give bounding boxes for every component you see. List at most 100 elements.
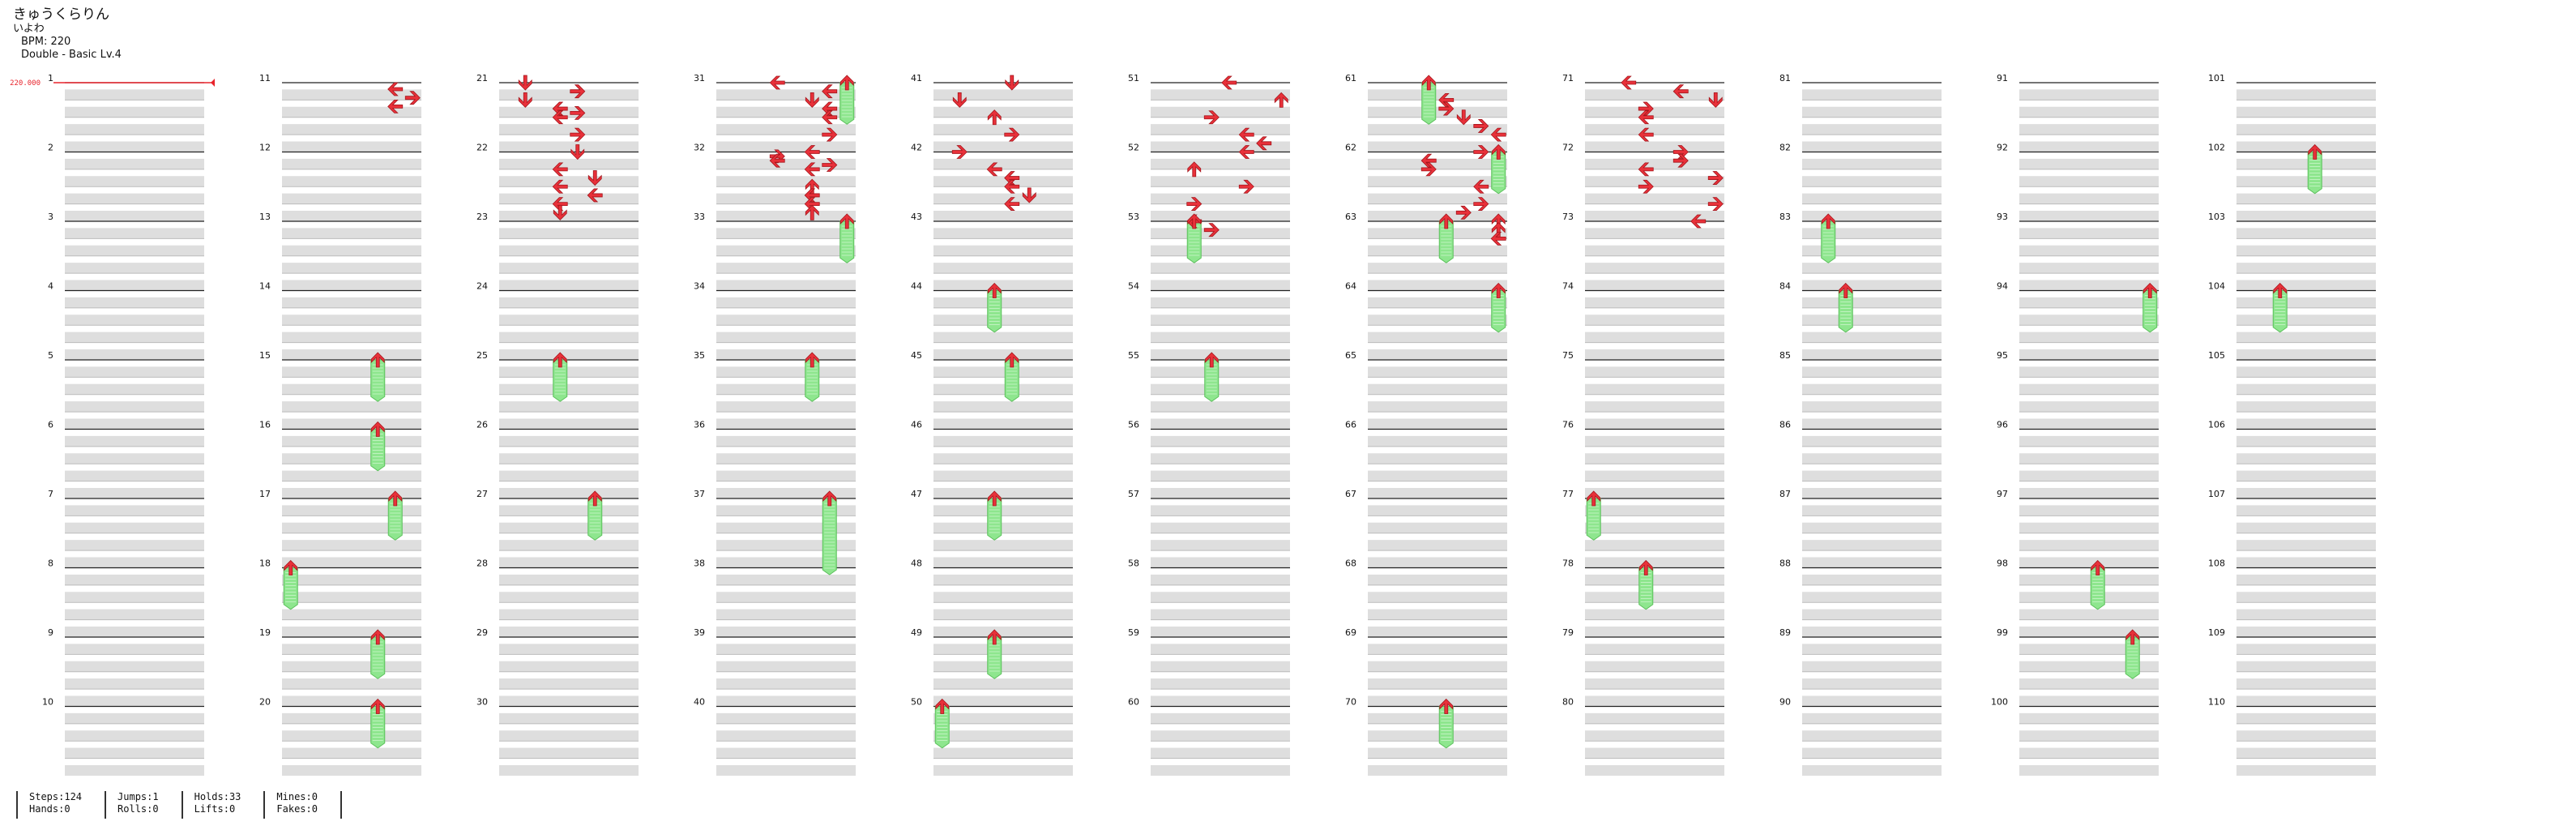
lane-band [2019,141,2159,152]
measure-19: 19 [259,627,421,707]
measure-number: 75 [1562,350,1574,361]
lane-band [933,314,1073,326]
lane-band [65,418,204,430]
measure-2: 2 [48,143,204,221]
arrow-note-l [804,145,820,159]
arrow-note-d [1022,187,1036,203]
measure-86: 86 [1779,420,1942,498]
measure-number: 102 [2208,143,2225,153]
lane-band [1151,141,1290,152]
lane-band [1585,418,1724,430]
lane-band [1802,678,1942,690]
arrow-note-d [952,92,967,108]
lane-band [282,124,421,135]
lane-band [1585,297,1724,308]
lane-band [1368,228,1507,239]
lane-band [65,540,204,551]
arrow-note-l [1221,75,1237,90]
lane-band [499,211,639,221]
arrow-note-d [1456,109,1471,126]
lane-band [2019,228,2159,239]
lane-band [1368,712,1507,724]
lane-band [2236,747,2376,759]
measure-25: 25 [476,350,639,430]
lane-band [1585,661,1724,672]
lane-band [1585,245,1724,256]
lane-band [1585,193,1724,204]
measure-number: 50 [911,697,922,708]
lane-band [933,522,1073,533]
lane-band [1151,644,1290,655]
lane-band [2236,627,2376,637]
stat-mines: Mines:0 [276,791,318,802]
lane-band [2019,435,2159,447]
arrow-note-l [1238,127,1254,142]
lane-band [1802,297,1942,308]
lane-band [2236,695,2376,707]
lane-band [282,540,421,551]
arrow-note-r [1638,179,1654,194]
measure-55: 55 [1128,350,1290,430]
measure-67: 67 [1345,489,1507,568]
lane-band [1368,592,1507,603]
lane-band [282,574,421,585]
measure-12: 12 [259,143,421,221]
lane-band [282,176,421,187]
lane-band [933,366,1073,378]
arrow-note-l [1438,92,1455,107]
lane-band [716,211,856,221]
lane-band [282,158,421,169]
lane-band [1802,574,1942,585]
arrow-note-l [1420,153,1437,168]
lane-band [933,627,1073,637]
measure-number: 67 [1345,489,1356,499]
lane-band [499,488,639,498]
lane-band [933,158,1073,169]
lane-band [716,730,856,742]
lane-band [65,245,204,256]
lane-band [2019,280,2159,291]
lane-band [2019,383,2159,395]
lane-band [1151,89,1290,101]
arrow-note-l [387,99,404,113]
lane-band [65,176,204,187]
lane-band [1585,574,1724,585]
measure-number: 52 [1128,143,1139,153]
lane-band [933,228,1073,239]
bpm-marker-end [211,79,215,87]
arrow-note-l [1490,127,1506,142]
measure-number: 31 [694,73,705,83]
measure-number: 36 [694,420,705,430]
measure-46: 46 [911,420,1073,498]
lane-band [933,747,1073,759]
arrow-note-r [570,127,586,142]
measure-number: 66 [1345,420,1356,430]
lane-band [933,263,1073,274]
lane-band [1368,314,1507,326]
lane-band [499,747,639,759]
arrow-note-u [987,109,1002,126]
lane-band [1802,158,1942,169]
arrow-note-r [570,84,586,99]
measure-number: 39 [694,627,705,638]
lane-band [499,193,639,204]
song-title: きゅうくらりん [13,6,109,23]
measure-number: 72 [1562,143,1574,153]
lane-band [716,609,856,620]
lane-band [1802,644,1942,655]
lane-band [2019,522,2159,533]
lane-band [1585,627,1724,637]
lane-band [2236,89,2376,101]
lane-band [65,505,204,516]
lane-band [282,678,421,690]
measure-number: 22 [476,143,488,153]
lane-band [499,574,639,585]
measure-number: 17 [259,489,271,499]
measure-63: 63 [1345,212,1507,291]
lane-band [65,89,204,101]
arrow-note-u [388,490,403,507]
lane-band [499,435,639,447]
lane-band [499,453,639,464]
lane-band [2236,211,2376,221]
measure-number: 64 [1345,281,1356,292]
